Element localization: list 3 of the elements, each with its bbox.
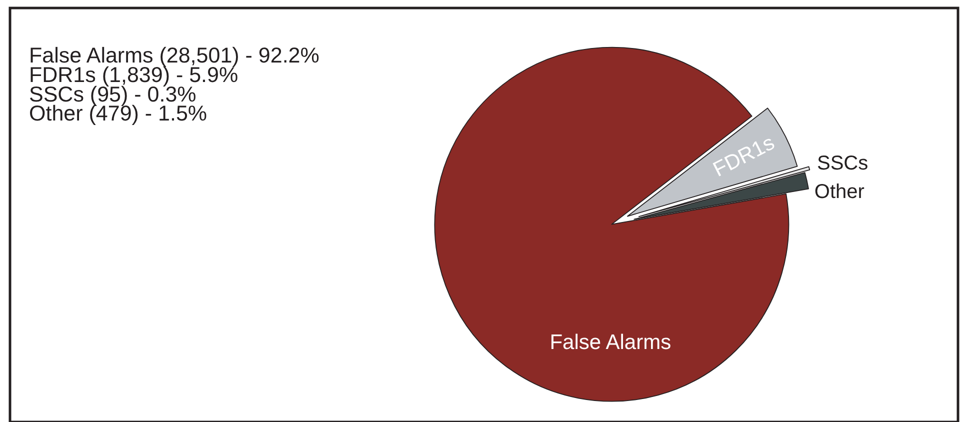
slice-label: SSCs — [817, 152, 868, 174]
slice-label: False Alarms — [550, 331, 672, 354]
slice-label: Other — [814, 181, 865, 204]
